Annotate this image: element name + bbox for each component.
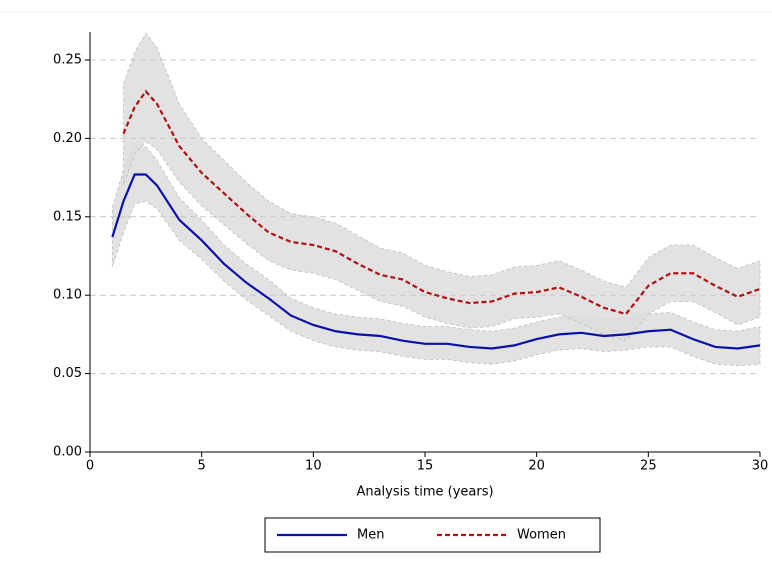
legend-label: Women <box>517 528 566 543</box>
x-tick-label: 5 <box>198 459 206 474</box>
legend-label: Men <box>357 528 384 543</box>
y-tick-label: 0.00 <box>53 445 82 460</box>
series-line <box>111 173 761 350</box>
x-tick-label: 30 <box>752 459 769 474</box>
y-tick-label: 0.10 <box>53 288 82 303</box>
y-tick-label: 0.20 <box>53 131 82 146</box>
x-tick-label: 25 <box>640 459 657 474</box>
x-axis-label: Analysis time (years) <box>356 485 493 500</box>
y-tick-label: 0.25 <box>53 53 82 68</box>
x-tick-label: 10 <box>305 459 322 474</box>
y-tick-label: 0.05 <box>53 366 82 381</box>
x-tick-label: 0 <box>86 459 94 474</box>
series-line <box>122 89 761 316</box>
x-tick-label: 15 <box>417 459 434 474</box>
y-tick-label: 0.15 <box>53 209 82 224</box>
confidence-band <box>111 144 761 367</box>
confidence-band <box>123 32 761 342</box>
x-tick-label: 20 <box>528 459 545 474</box>
